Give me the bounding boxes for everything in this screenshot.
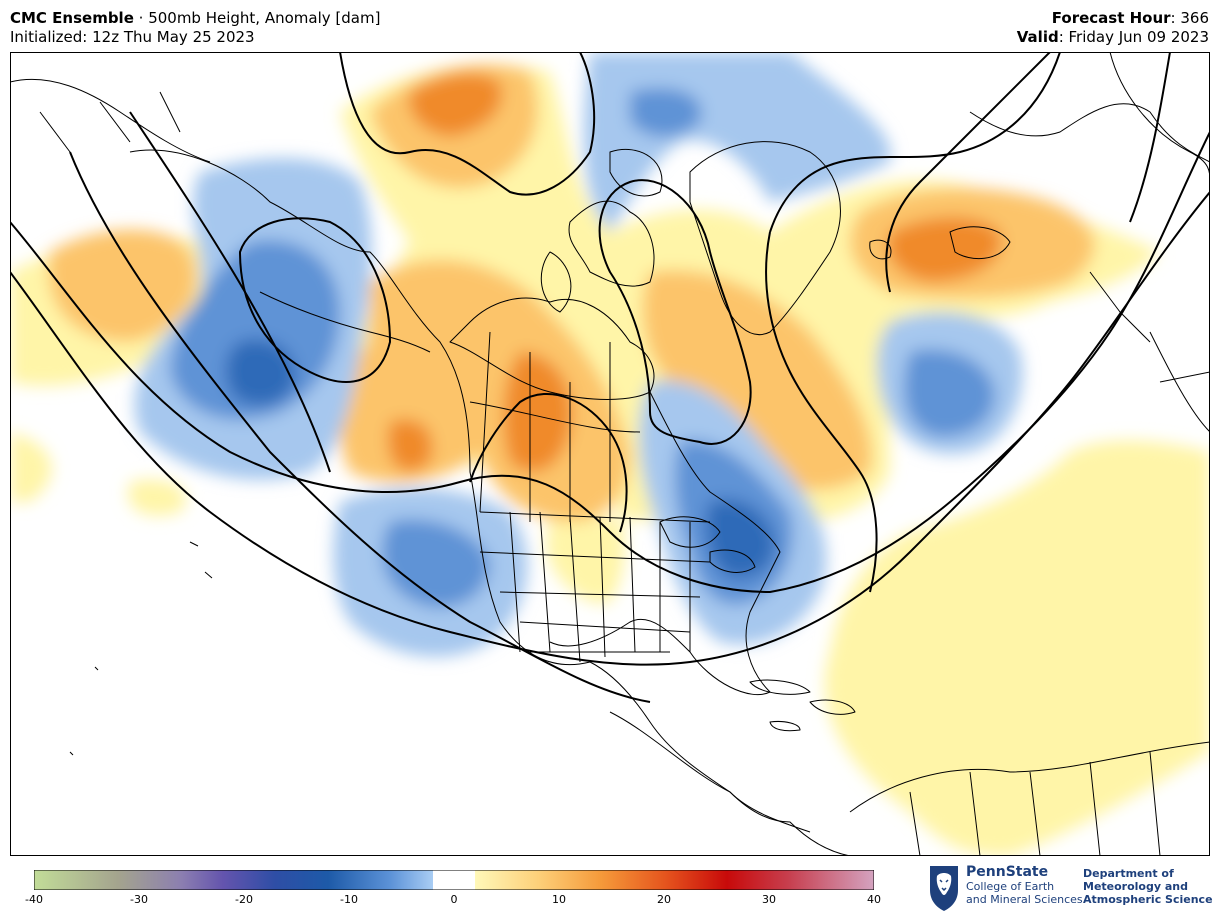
coastline bbox=[1089, 271, 1151, 343]
forecast-hour: Forecast Hour: 366 bbox=[1052, 9, 1209, 28]
colorbar-tick-label: -10 bbox=[340, 893, 358, 906]
coastline bbox=[568, 200, 655, 287]
height-contour bbox=[885, 52, 1051, 293]
coastline bbox=[509, 511, 691, 663]
coastlines bbox=[10, 52, 1210, 856]
coastline bbox=[809, 699, 856, 715]
anomaly-region bbox=[409, 73, 502, 137]
valid-time: Valid: Friday Jun 09 2023 bbox=[1017, 28, 1209, 47]
coastline bbox=[39, 91, 181, 153]
height-contour bbox=[1129, 52, 1171, 223]
coastline bbox=[869, 239, 892, 260]
coastline bbox=[1109, 52, 1210, 183]
coastline bbox=[479, 331, 611, 522]
anomaly-region bbox=[503, 352, 572, 472]
coastline bbox=[909, 751, 1161, 856]
valid-label: Valid bbox=[1016, 28, 1059, 46]
height-contour bbox=[69, 151, 651, 703]
height-contour bbox=[469, 392, 628, 533]
anomaly-region bbox=[48, 229, 197, 342]
coastline bbox=[769, 721, 801, 732]
height-contour bbox=[598, 179, 752, 445]
product-name: 500mb Height, Anomaly [dam] bbox=[148, 9, 381, 27]
coastline bbox=[469, 401, 641, 433]
anomaly-region bbox=[170, 240, 340, 420]
anomaly-region bbox=[706, 499, 775, 578]
colorbar-tick-label: -30 bbox=[130, 893, 148, 906]
college-line-2: and Mineral Sciences bbox=[966, 893, 1083, 906]
anomaly-region bbox=[225, 339, 296, 406]
colorbar-tick-label: -20 bbox=[235, 893, 253, 906]
coastline bbox=[689, 141, 841, 336]
colorbar-tick-label: -40 bbox=[25, 893, 43, 906]
coastline bbox=[10, 78, 211, 163]
forecast-hour-label: Forecast Hour bbox=[1051, 9, 1171, 27]
model-name: CMC Ensemble bbox=[10, 9, 134, 27]
anomaly-region bbox=[824, 440, 1210, 856]
anomaly-region bbox=[10, 432, 52, 502]
height-contours bbox=[10, 52, 1210, 703]
colorbar-tick-label: 30 bbox=[762, 893, 776, 906]
coastline bbox=[609, 148, 663, 197]
coastline bbox=[609, 711, 811, 833]
colorbar-tick-label: 20 bbox=[657, 893, 671, 906]
anomaly-region bbox=[382, 519, 490, 608]
height-contour bbox=[10, 191, 1210, 666]
valid-value: : Friday Jun 09 2023 bbox=[1058, 28, 1209, 46]
height-contour bbox=[765, 231, 878, 593]
height-contour bbox=[769, 52, 1061, 233]
height-contour bbox=[238, 217, 392, 383]
anomaly-region bbox=[630, 88, 702, 137]
forecast-hour-value: : 366 bbox=[1170, 9, 1209, 27]
title-separator: · bbox=[133, 9, 149, 27]
height-contour bbox=[10, 131, 1210, 594]
university-name: PennState bbox=[966, 864, 1049, 880]
department-line-1: Department of bbox=[1083, 867, 1174, 880]
coastline bbox=[259, 291, 431, 353]
colorbar-tick-label: 0 bbox=[450, 893, 458, 906]
coastline bbox=[659, 516, 721, 548]
coastline bbox=[69, 541, 213, 756]
anomaly-region bbox=[887, 217, 1002, 282]
anomaly-region bbox=[388, 419, 433, 472]
height-contour bbox=[339, 52, 596, 196]
colorbar-tick-label: 10 bbox=[552, 893, 566, 906]
anomaly-region bbox=[904, 349, 995, 437]
coastline bbox=[1149, 331, 1210, 433]
anomaly-region bbox=[642, 270, 872, 491]
pennstate-logo bbox=[930, 866, 958, 911]
coastline bbox=[540, 251, 572, 313]
coastline bbox=[709, 549, 756, 573]
anomaly-region bbox=[128, 479, 187, 516]
coastline bbox=[949, 226, 1011, 260]
title-line: CMC Ensemble · 500mb Height, Anomaly [da… bbox=[10, 9, 380, 28]
department-line-2: Meteorology and bbox=[1083, 880, 1188, 893]
college-line-1: College of Earth bbox=[966, 880, 1055, 893]
colorbar bbox=[34, 870, 874, 890]
coastline bbox=[849, 741, 1210, 813]
coastline bbox=[969, 103, 1210, 163]
coastline bbox=[449, 297, 655, 400]
coastline bbox=[549, 391, 781, 696]
colorbar-tick-label: 40 bbox=[867, 893, 881, 906]
department-line-3: Atmospheric Science bbox=[1083, 893, 1213, 906]
coastline bbox=[749, 679, 811, 695]
initialized-time: Initialized: 12z Thu May 25 2023 bbox=[10, 28, 255, 46]
anomaly-map bbox=[10, 52, 1210, 856]
